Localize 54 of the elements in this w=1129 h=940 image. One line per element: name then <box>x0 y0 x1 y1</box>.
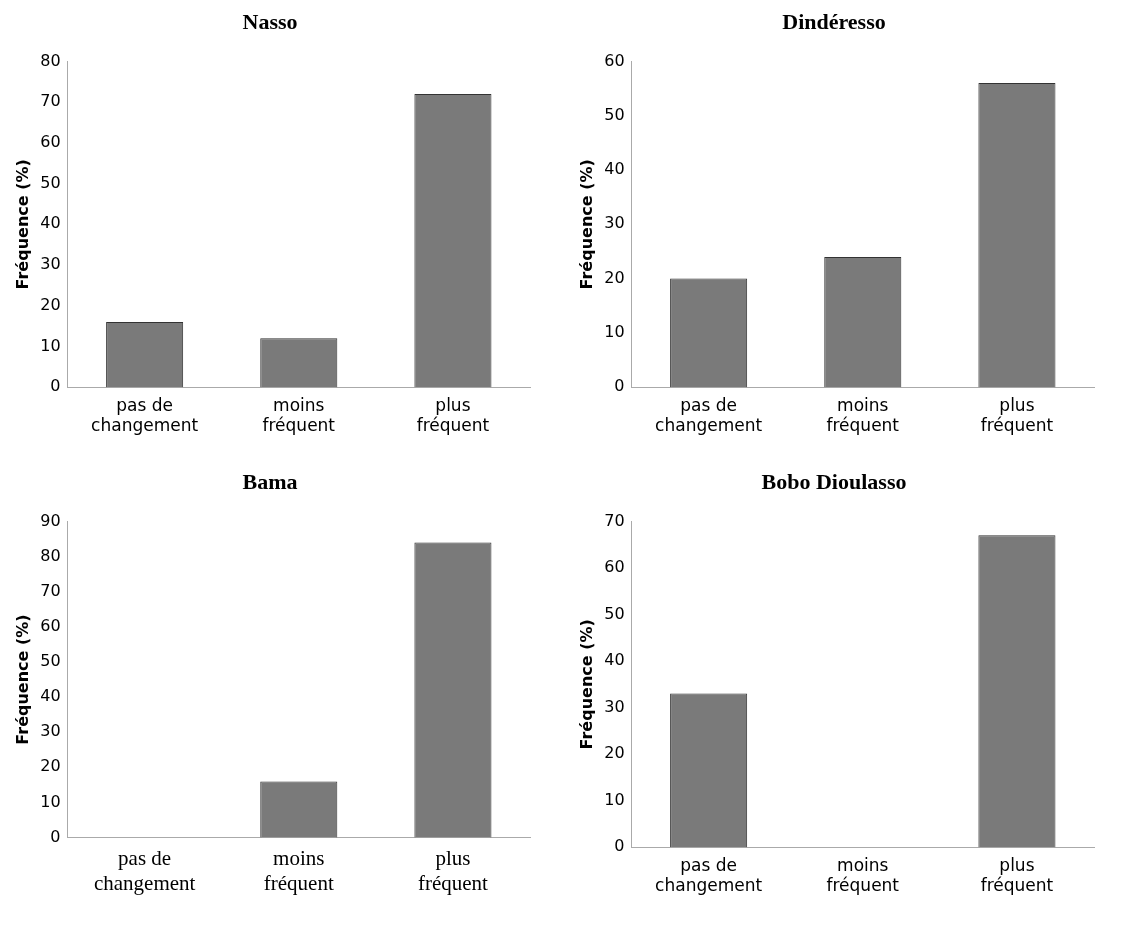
chart-title: Bama <box>242 468 298 494</box>
x-tick-label: plus fréquent <box>416 394 490 436</box>
y-tick-label: 30 <box>604 696 625 716</box>
y-tick-label: 50 <box>604 603 625 623</box>
y-tick-label: 60 <box>40 615 61 635</box>
y-tick-label: 40 <box>604 650 625 670</box>
y-tick-label: 80 <box>40 545 61 565</box>
y-tick-label: 0 <box>50 826 61 846</box>
y-tick-label: 10 <box>40 791 61 811</box>
y-tick-label: 50 <box>40 172 61 192</box>
y-tick-label: 20 <box>604 267 625 287</box>
y-tick-label: 10 <box>604 789 625 809</box>
y-tick-label: 30 <box>604 213 625 233</box>
chart-title: Bobo Dioulasso <box>761 468 907 494</box>
y-tick-label: 60 <box>40 132 61 152</box>
y-tick-label: 80 <box>40 50 61 70</box>
y-tick-label: 20 <box>604 743 625 763</box>
y-tick-label: 30 <box>40 254 61 274</box>
y-tick-label: 90 <box>40 510 61 530</box>
x-tick-label: moins fréquent <box>826 854 900 896</box>
x-tick-label: moins fréquent <box>263 845 334 895</box>
x-tick-label: pas de changement <box>655 394 763 436</box>
y-tick-label: 20 <box>40 294 61 314</box>
y-axis-title: Fréquence (%) <box>576 619 596 750</box>
y-tick-label: 0 <box>50 376 61 396</box>
y-tick-label: 60 <box>604 50 625 70</box>
y-tick-label: 50 <box>604 104 625 124</box>
y-tick-label: 0 <box>614 836 625 856</box>
x-tick-label: moins fréquent <box>826 394 900 436</box>
y-tick-label: 10 <box>604 322 625 342</box>
x-tick-label: moins fréquent <box>262 394 336 436</box>
x-tick-label: pas de changement <box>655 854 763 896</box>
y-tick-label: 10 <box>40 335 61 355</box>
x-tick-label: plus fréquent <box>417 845 489 895</box>
y-tick-label: 70 <box>40 91 61 111</box>
y-axis-title: Fréquence (%) <box>12 614 32 745</box>
y-tick-label: 60 <box>604 557 625 577</box>
y-tick-label: 40 <box>40 686 61 706</box>
x-tick-label: plus fréquent <box>980 854 1054 896</box>
y-tick-label: 30 <box>40 721 61 741</box>
y-tick-label: 0 <box>614 376 625 396</box>
chart-title: Dindéresso <box>782 8 886 34</box>
y-axis-title: Fréquence (%) <box>576 159 596 290</box>
y-tick-label: 40 <box>40 213 61 233</box>
chart-title: Nasso <box>242 8 298 34</box>
x-tick-label: plus fréquent <box>980 394 1054 436</box>
y-tick-label: 50 <box>40 651 61 671</box>
y-axis-title: Fréquence (%) <box>12 159 32 290</box>
x-tick-label: pas de changement <box>93 845 196 895</box>
y-tick-label: 40 <box>604 159 625 179</box>
y-tick-label: 70 <box>604 510 625 530</box>
y-tick-label: 20 <box>40 756 61 776</box>
y-tick-label: 70 <box>40 580 61 600</box>
x-tick-label: pas de changement <box>91 394 199 436</box>
